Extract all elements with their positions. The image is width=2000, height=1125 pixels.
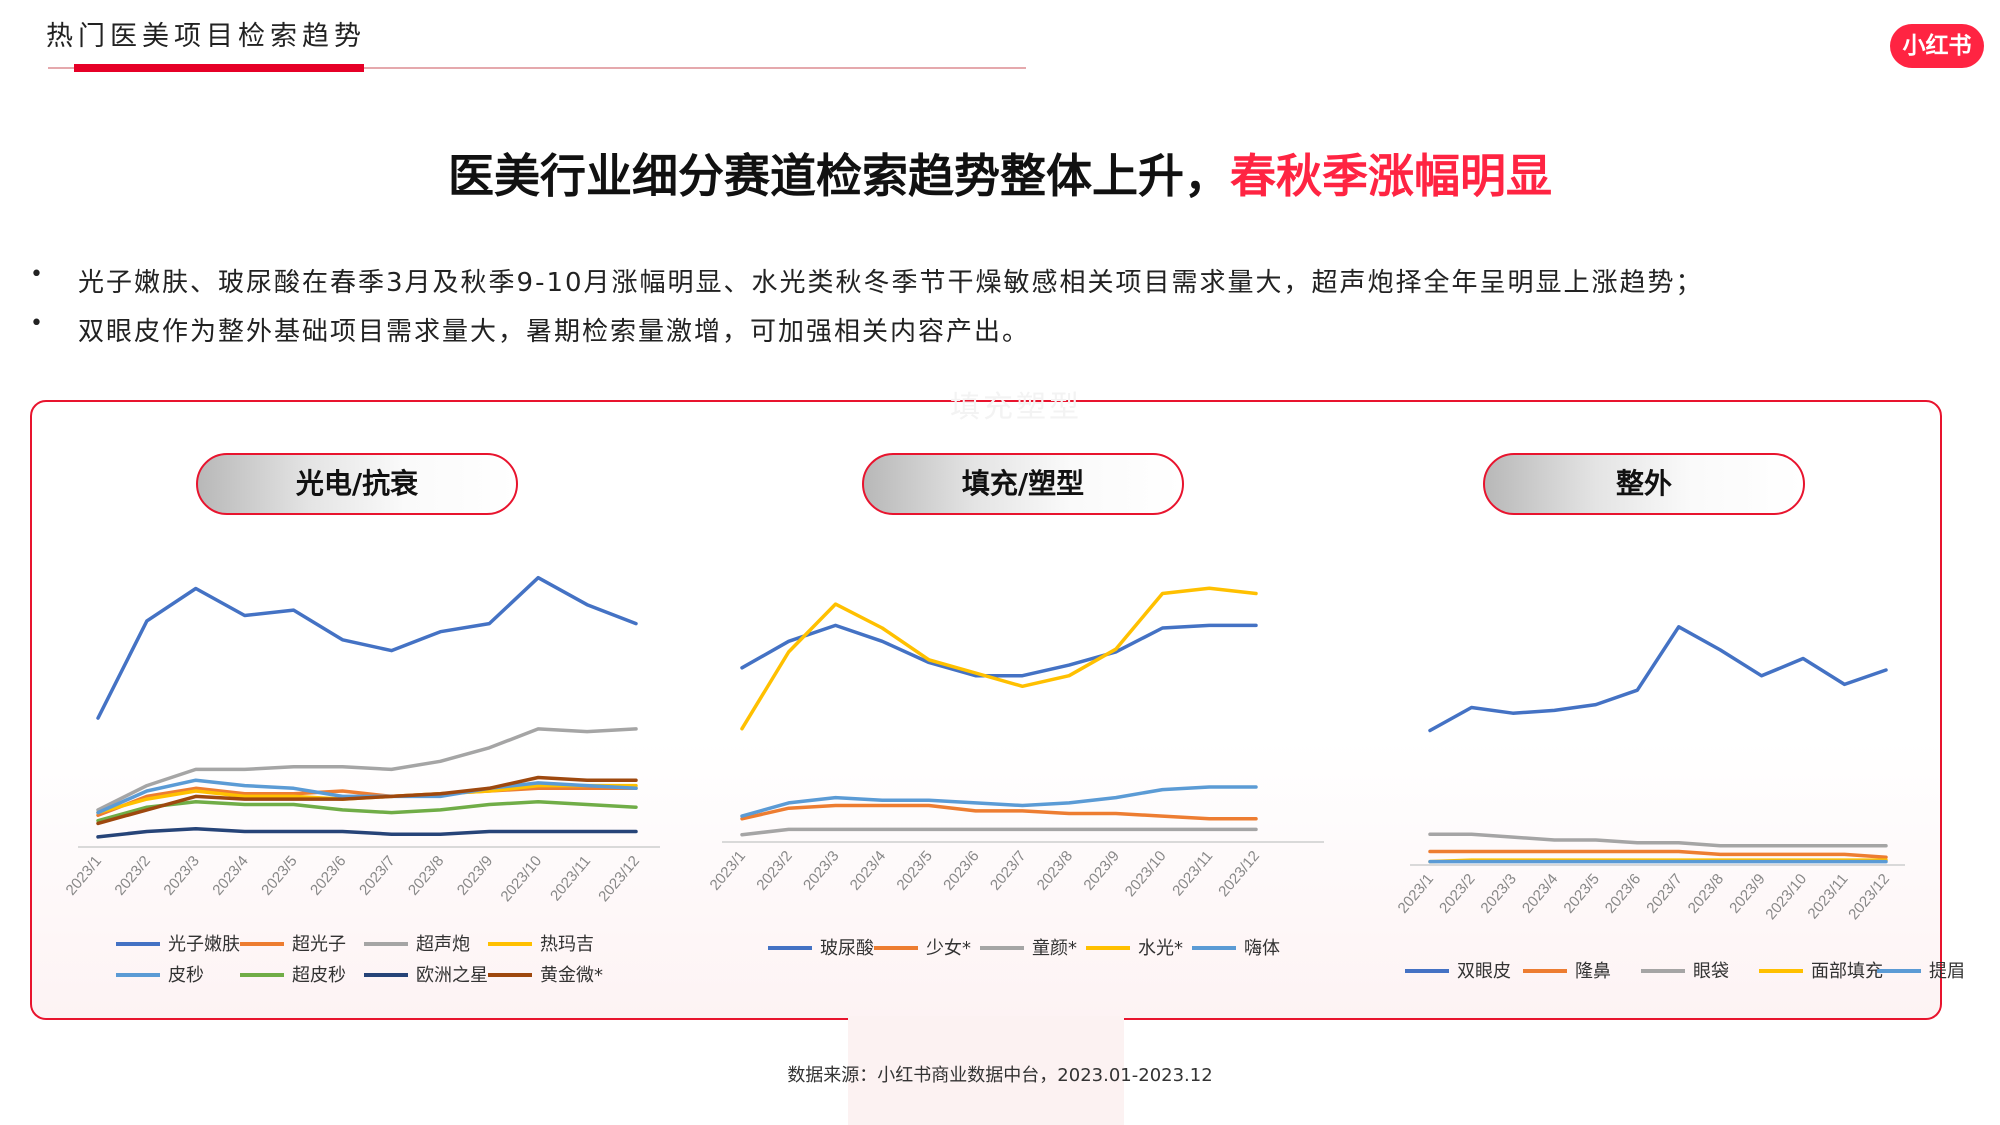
series-line <box>740 785 1258 818</box>
series-line <box>740 623 1258 678</box>
x-tick-label: 2023/12 <box>1845 871 1893 923</box>
series-line <box>740 586 1258 731</box>
chart-title-surgery: 整外 <box>1483 453 1805 515</box>
bullet-item: • 双眼皮作为整外基础项目需求量大，暑期检索量激增，可加强相关内容产出。 <box>30 311 1970 348</box>
x-tick-label: 2023/1 <box>1395 871 1438 917</box>
bullet-list: • 光子嫩肤、玻尿酸在春季3月及秋季9-10月涨幅明显、水光类秋冬季节干燥敏感相… <box>30 262 1970 360</box>
x-tick-label: 2023/3 <box>800 848 843 894</box>
legend-label: 超皮秒 <box>292 965 346 986</box>
brand-logo: 小红书 <box>1890 24 1984 68</box>
chart-title-optical: 光电/抗衰 <box>196 453 518 515</box>
x-tick-label: 2023/10 <box>1762 871 1810 923</box>
x-tick-label: 2023/7 <box>356 853 399 899</box>
x-tick-label: 2023/6 <box>307 853 350 899</box>
x-tick-label: 2023/4 <box>209 853 252 899</box>
title-highlight: 春秋季涨幅明显 <box>1230 149 1552 203</box>
footer-shade <box>848 1016 1124 1125</box>
x-tick-label: 2023/1 <box>707 848 750 894</box>
x-tick-label: 2023/10 <box>497 853 545 905</box>
legend-label: 超声炮 <box>416 934 470 955</box>
legend-label: 超光子 <box>292 934 346 955</box>
bullet-dot: • <box>30 262 45 287</box>
legend-label: 黄金微* <box>540 965 603 986</box>
x-tick-label: 2023/6 <box>1602 871 1645 917</box>
bullet-dot: • <box>30 311 45 336</box>
x-tick-label: 2023/3 <box>1477 871 1520 917</box>
series-line <box>1428 849 1888 859</box>
legend-label: 光子嫩肤 <box>168 934 240 955</box>
legend-label: 嗨体 <box>1244 938 1280 959</box>
x-tick-label: 2023/8 <box>1034 848 1077 894</box>
x-tick-label: 2023/8 <box>405 853 448 899</box>
header-divider <box>48 67 1026 69</box>
x-tick-label: 2023/5 <box>258 853 301 899</box>
x-tick-label: 2023/2 <box>1436 871 1479 917</box>
series-line <box>96 786 638 818</box>
x-tick-label: 2023/11 <box>1169 848 1216 900</box>
legend-label: 眼袋 <box>1693 961 1729 982</box>
series-line <box>96 800 638 823</box>
x-tick-label: 2023/9 <box>1726 871 1769 917</box>
x-tick-label: 2023/5 <box>1560 871 1603 917</box>
legend-label: 少女* <box>926 938 971 959</box>
legend-label: 提眉 <box>1929 961 1965 982</box>
x-tick-label: 2023/12 <box>595 853 643 905</box>
legend-label: 童颜* <box>1032 938 1077 959</box>
legend-label: 热玛吉 <box>540 934 594 955</box>
x-tick-label: 2023/9 <box>1080 848 1123 894</box>
series-line <box>96 727 638 812</box>
header-accent-bar <box>74 64 364 72</box>
legend-label: 水光* <box>1138 938 1183 959</box>
bullet-text: 双眼皮作为整外基础项目需求量大，暑期检索量激增，可加强相关内容产出。 <box>78 317 1031 347</box>
legend-label: 玻尿酸 <box>820 938 874 959</box>
legend-label: 欧洲之星 <box>416 965 488 986</box>
legend-label: 皮秒 <box>168 965 204 986</box>
x-tick-label: 2023/9 <box>454 853 497 899</box>
series-line <box>1428 832 1888 848</box>
x-tick-label: 2023/2 <box>753 848 796 894</box>
series-line <box>96 827 638 839</box>
x-tick-label: 2023/4 <box>847 848 890 894</box>
bullet-item: • 光子嫩肤、玻尿酸在春季3月及秋季9-10月涨幅明显、水光类秋冬季节干燥敏感相… <box>30 262 1970 299</box>
x-tick-label: 2023/11 <box>1804 871 1851 923</box>
x-tick-label: 2023/1 <box>63 853 106 899</box>
x-tick-label: 2023/10 <box>1122 848 1170 900</box>
legend-label: 双眼皮 <box>1457 961 1511 982</box>
series-line <box>740 803 1258 821</box>
x-tick-label: 2023/6 <box>940 848 983 894</box>
legend-label: 面部填充 <box>1811 961 1883 982</box>
x-tick-label: 2023/8 <box>1685 871 1728 917</box>
x-tick-label: 2023/2 <box>111 853 154 899</box>
watermark-text: 填充塑型 <box>950 390 1082 425</box>
x-tick-label: 2023/7 <box>1643 871 1686 917</box>
chart-title-filler: 填充/塑型 <box>862 453 1184 515</box>
data-source: 数据来源：小红书商业数据中台，2023.01-2023.12 <box>787 1065 1213 1086</box>
x-tick-label: 2023/5 <box>893 848 936 894</box>
x-tick-label: 2023/7 <box>987 848 1030 894</box>
title-main: 医美行业细分赛道检索趋势整体上升， <box>448 149 1230 203</box>
page-title: 医美行业细分赛道检索趋势整体上升，春秋季涨幅明显 <box>0 140 2000 206</box>
x-tick-label: 2023/12 <box>1215 848 1263 900</box>
x-tick-label: 2023/11 <box>547 853 594 905</box>
series-line <box>1428 625 1888 733</box>
series-line <box>96 775 638 826</box>
x-tick-label: 2023/4 <box>1519 871 1562 917</box>
bullet-text: 光子嫩肤、玻尿酸在春季3月及秋季9-10月涨幅明显、水光类秋冬季节干燥敏感相关项… <box>78 268 1704 298</box>
x-tick-label: 2023/3 <box>160 853 203 899</box>
series-line <box>96 575 638 720</box>
series-line <box>740 827 1258 837</box>
legend-label: 隆鼻 <box>1575 961 1611 982</box>
section-label: 热门医美项目检索趋势 <box>46 21 366 52</box>
